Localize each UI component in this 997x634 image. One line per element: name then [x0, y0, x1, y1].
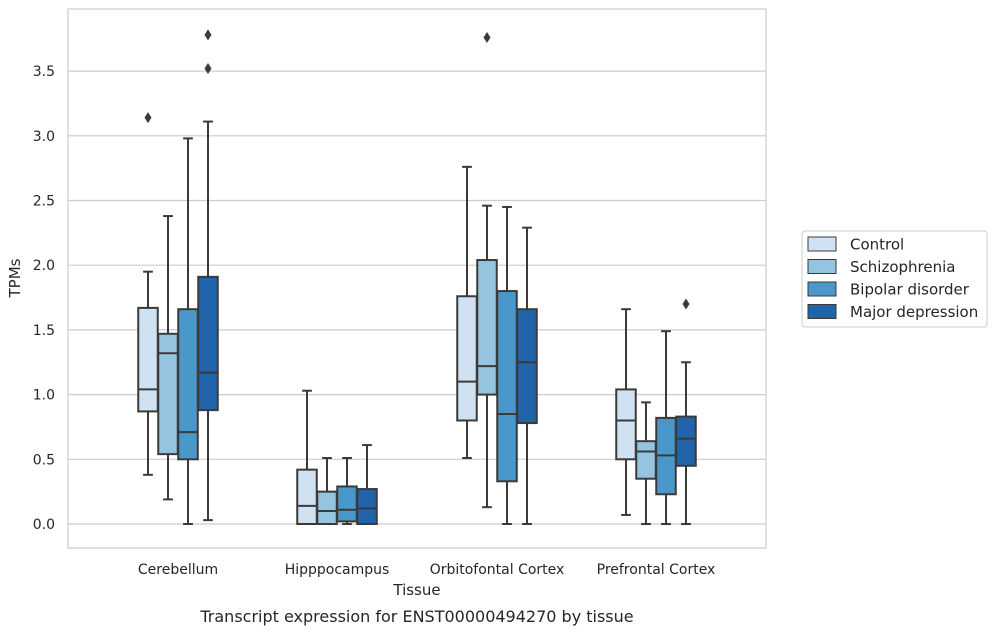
box-group [356, 444, 378, 526]
box-group [157, 215, 179, 501]
box [516, 308, 538, 425]
legend-swatch [807, 259, 837, 274]
box-group [655, 330, 677, 525]
x-tick-label: Prefrontal Cortex [597, 562, 716, 578]
legend-swatch [807, 281, 837, 297]
box-group [137, 112, 159, 476]
outlier-point [204, 63, 212, 75]
box [137, 306, 159, 413]
x-axis-title: Tissue [392, 581, 440, 599]
box-group [197, 29, 219, 522]
y-tick-label: 2.0 [33, 258, 55, 274]
box [177, 308, 199, 461]
box-group [516, 226, 538, 525]
box [296, 468, 318, 526]
y-tick-label: 1.0 [33, 388, 55, 404]
box [635, 440, 657, 480]
x-tick-label: Orbitofontal Cortex [430, 562, 565, 578]
box-group [675, 298, 697, 525]
box [615, 388, 637, 461]
box-group [615, 308, 637, 516]
box-group [296, 389, 318, 526]
y-tick-label: 0.5 [33, 452, 55, 468]
box-group [496, 205, 518, 525]
box [356, 488, 378, 526]
outlier-point [483, 31, 491, 43]
box [336, 485, 358, 523]
legend: Control Schizophrenia Bipolar disorder Majo… [801, 230, 988, 328]
box-group [635, 401, 657, 525]
legend-label: Control [850, 236, 904, 254]
y-axis-ticks: 0.0 0.5 1.0 1.5 2.0 2.5 3.0 3.5 [33, 64, 55, 533]
outlier-point [204, 29, 212, 41]
box-group [476, 31, 498, 509]
x-axis-ticks: Cerebellum Hipppocampus Orbitofontal Corte… [138, 562, 715, 578]
x-tick-label: Cerebellum [138, 562, 218, 578]
y-tick-label: 3.0 [33, 129, 55, 145]
box [197, 275, 219, 412]
box [157, 332, 179, 456]
legend-label: Major depression [850, 303, 978, 321]
legend-swatch [807, 236, 837, 252]
chart-caption: Transcript expression for ENST0000049427… [199, 607, 633, 626]
box-group [456, 165, 478, 460]
box [456, 295, 478, 422]
y-tick-label: 2.5 [33, 194, 55, 210]
outlier-point [682, 298, 690, 310]
y-tick-label: 0.0 [33, 517, 55, 533]
box [476, 259, 498, 396]
y-axis-title: TPMs [6, 258, 24, 298]
box-groups [137, 29, 697, 526]
outlier-point [144, 112, 152, 124]
y-tick-label: 3.5 [33, 64, 55, 80]
box [496, 290, 518, 483]
legend-frame [801, 230, 988, 328]
legend-label: Schizophrenia [850, 258, 955, 276]
box [316, 490, 338, 525]
box [675, 415, 697, 467]
legend-swatch [807, 304, 837, 319]
y-tick-label: 1.5 [33, 323, 55, 339]
legend-label: Bipolar disorder [850, 281, 970, 299]
x-tick-label: Hipppocampus [285, 562, 390, 578]
